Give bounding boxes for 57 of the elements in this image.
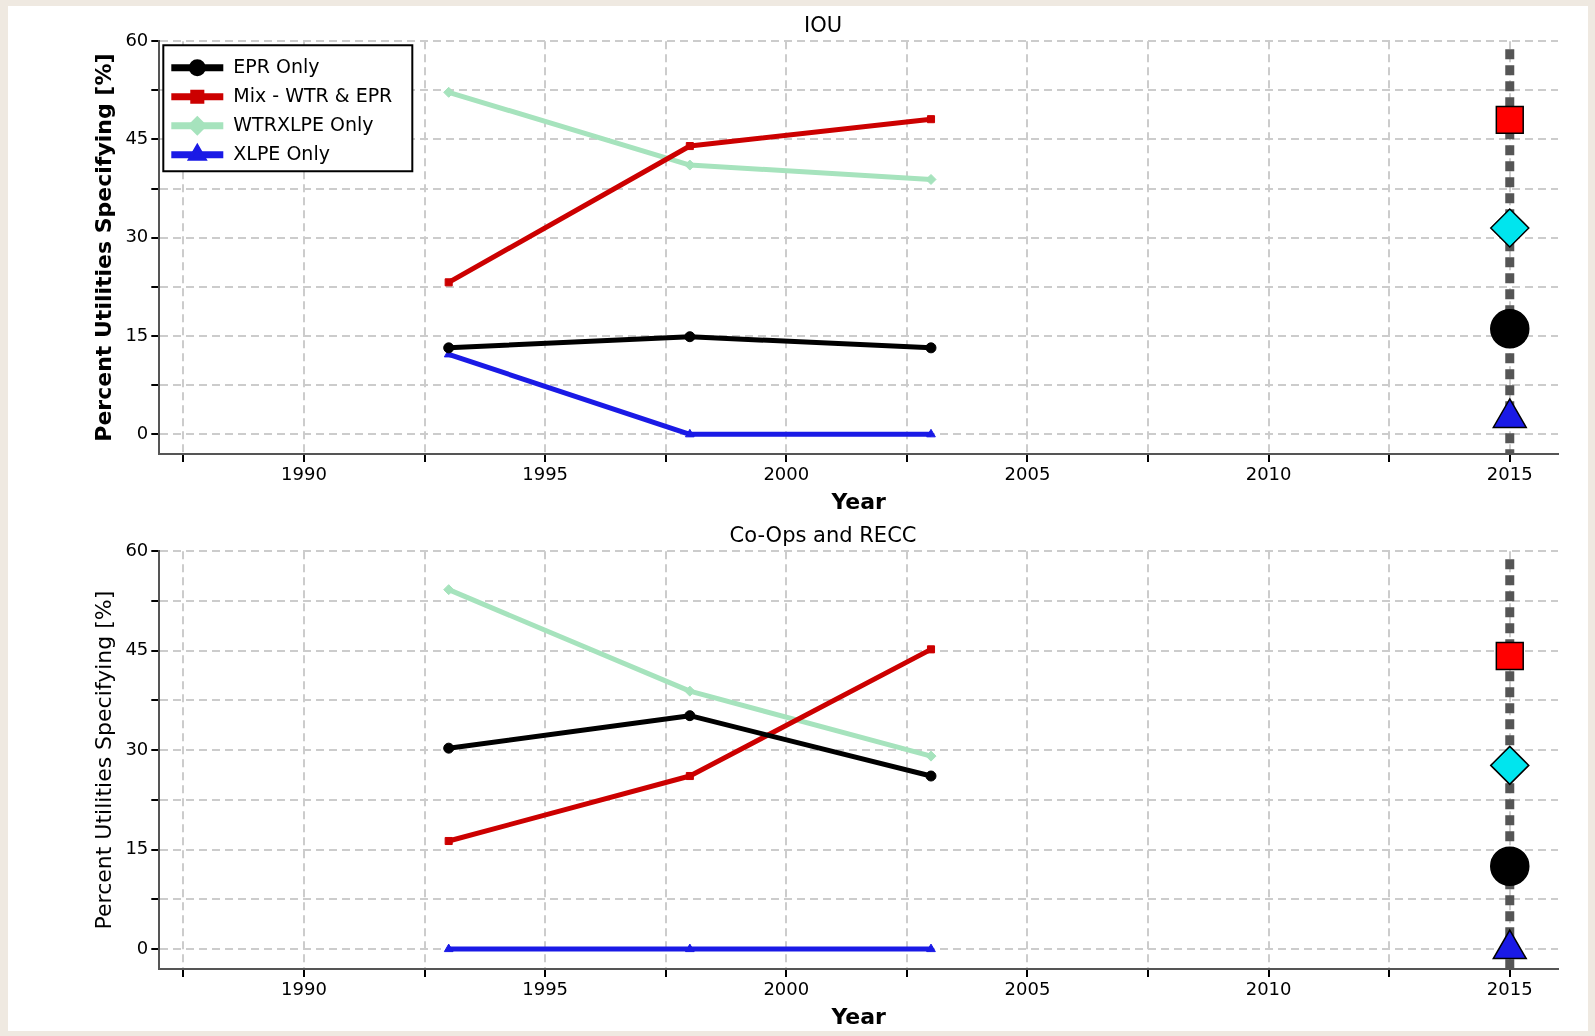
x-tick-label: 2015	[1486, 463, 1533, 485]
y-tick-label: 15	[125, 837, 149, 859]
y-tick-label: 0	[136, 422, 149, 444]
point	[926, 645, 936, 654]
y-tick-label: 45	[125, 638, 149, 660]
legend-label: WTRXLPE Only	[233, 112, 374, 135]
legend-label: EPR Only	[233, 54, 320, 77]
point	[1490, 208, 1530, 248]
point	[443, 943, 454, 953]
point	[1490, 745, 1530, 786]
x-tick-label: 2005	[1004, 463, 1051, 485]
chart-title: IOU	[803, 13, 843, 38]
y-tick-label: 0	[136, 936, 149, 958]
point	[684, 710, 696, 722]
point	[926, 943, 936, 953]
x-tick-label: 1990	[281, 463, 327, 485]
point	[925, 770, 937, 782]
point	[443, 742, 455, 754]
chart-title: Co-Ops and RECC	[729, 523, 917, 548]
x-tick-label: 1995	[522, 978, 569, 1000]
y-tick-label: 30	[125, 737, 149, 759]
x-tick-label: 2000	[763, 463, 810, 485]
point	[444, 836, 453, 846]
point	[443, 342, 455, 354]
point	[443, 86, 455, 98]
x-tick-label: 2010	[1245, 463, 1292, 485]
x-axis-title: Year	[830, 488, 887, 514]
point	[926, 115, 936, 124]
point	[684, 331, 696, 343]
point	[926, 428, 936, 438]
x-tick-label: 2010	[1245, 978, 1292, 1000]
y-tick-label: 45	[125, 127, 149, 149]
point	[925, 342, 937, 354]
point	[1495, 105, 1524, 135]
x-tick-label: 2000	[763, 978, 810, 1000]
point	[685, 428, 695, 438]
point	[685, 142, 694, 151]
y-tick-label: 60	[125, 28, 149, 50]
point	[1490, 846, 1530, 886]
x-axis-title: Year	[830, 1003, 887, 1029]
x-tick-label: 2015	[1486, 978, 1533, 1000]
x-tick-label: 1990	[281, 978, 327, 1000]
legend-label: XLPE Only	[233, 141, 330, 164]
x-tick-label: 1995	[522, 463, 569, 485]
y-tick-label: 60	[125, 538, 149, 560]
legend-label: Mix - WTR & EPR	[233, 83, 393, 106]
y-axis-title: Percent Utilities Specifying [%]	[90, 53, 116, 442]
x-tick-label: 2005	[1004, 978, 1051, 1000]
point	[1490, 309, 1530, 349]
point	[925, 750, 937, 762]
point	[685, 943, 695, 953]
point	[685, 771, 694, 781]
y-axis-title: Percent Utilities Specifying [%]	[90, 590, 116, 930]
y-tick-label: 15	[125, 323, 149, 345]
y-tick-label: 30	[125, 225, 149, 247]
point	[444, 278, 453, 287]
point	[1495, 641, 1524, 671]
